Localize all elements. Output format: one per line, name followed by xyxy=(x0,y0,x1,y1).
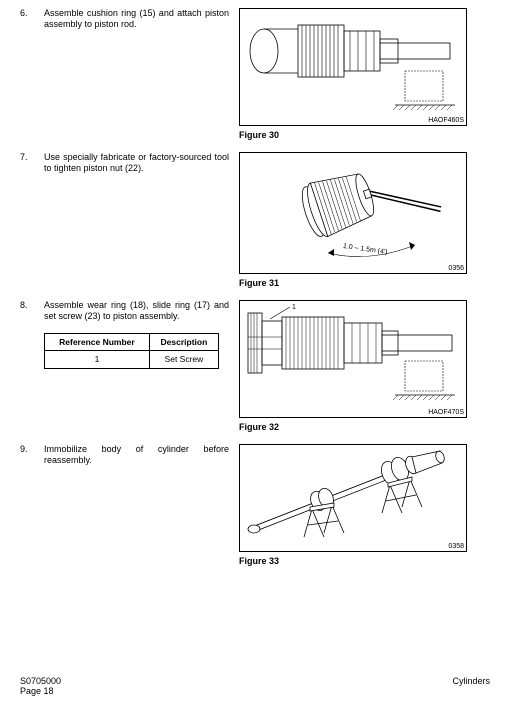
step-9: 9. Immobilize body of cylinder before re… xyxy=(20,444,490,572)
figure-tag: 0358 xyxy=(448,543,464,550)
table-row: 1 Set Screw xyxy=(45,351,219,369)
footer-right: Cylinders xyxy=(452,676,490,686)
step-text: Assemble wear ring (18), slide ring (17)… xyxy=(44,300,229,438)
figure-column: HAOF460S Figure 30 xyxy=(239,8,469,146)
piston-nut-tool-diagram: 1.0 – 1.5m (4') xyxy=(240,153,466,273)
footer-left: S0705000 Page 18 xyxy=(20,676,61,696)
cylinder-on-stands-diagram xyxy=(240,445,466,551)
figure-caption: Figure 33 xyxy=(239,556,469,566)
step-text: Use specially fabricate or factory-sourc… xyxy=(44,152,229,294)
page-number: Page 18 xyxy=(20,686,61,696)
page-footer: S0705000 Page 18 Cylinders xyxy=(20,676,490,696)
figure-tag: HAOF470S xyxy=(428,409,464,416)
step-7: 7. Use specially fabricate or factory-so… xyxy=(20,152,490,294)
doc-id: S0705000 xyxy=(20,676,61,686)
step-6: 6. Assemble cushion ring (15) and attach… xyxy=(20,8,490,146)
figure-31: 1.0 – 1.5m (4') 0356 xyxy=(239,152,467,274)
step-number: 8. xyxy=(20,300,44,310)
figure-caption: Figure 32 xyxy=(239,422,469,432)
step-text: Immobilize body of cylinder before reass… xyxy=(44,444,229,572)
figure-column: 1 xyxy=(239,300,469,438)
figure-32: 1 xyxy=(239,300,467,418)
table-header: Description xyxy=(149,333,218,351)
figure-column: 0358 Figure 33 xyxy=(239,444,469,572)
step-8: 8. Assemble wear ring (18), slide ring (… xyxy=(20,300,490,438)
step-body: Immobilize body of cylinder before reass… xyxy=(44,444,490,572)
step-body: Assemble cushion ring (15) and attach pi… xyxy=(44,8,490,146)
figure-33: 0358 xyxy=(239,444,467,552)
figure-tag: HAOF460S xyxy=(428,117,464,124)
figure-caption: Figure 31 xyxy=(239,278,469,288)
figure-caption: Figure 30 xyxy=(239,130,469,140)
table-header: Reference Number xyxy=(45,333,150,351)
step-number: 9. xyxy=(20,444,44,454)
svg-text:1: 1 xyxy=(292,304,296,311)
step-text-content: Assemble wear ring (18), slide ring (17)… xyxy=(44,300,229,323)
step-text: Assemble cushion ring (15) and attach pi… xyxy=(44,8,229,146)
piston-assembly-diagram xyxy=(240,9,466,125)
table-cell: 1 xyxy=(45,351,150,369)
figure-column: 1.0 – 1.5m (4') 0356 Figure 31 xyxy=(239,152,469,294)
figure-tag: 0356 xyxy=(448,265,464,272)
table-cell: Set Screw xyxy=(149,351,218,369)
step-number: 7. xyxy=(20,152,44,162)
figure-30: HAOF460S xyxy=(239,8,467,126)
step-body: Use specially fabricate or factory-sourc… xyxy=(44,152,490,294)
step-body: Assemble wear ring (18), slide ring (17)… xyxy=(44,300,490,438)
dimension-label: 1.0 – 1.5m (4') xyxy=(342,243,387,256)
step-number: 6. xyxy=(20,8,44,18)
wear-ring-diagram: 1 xyxy=(240,301,466,417)
reference-table: Reference Number Description 1 Set Screw xyxy=(44,333,219,369)
